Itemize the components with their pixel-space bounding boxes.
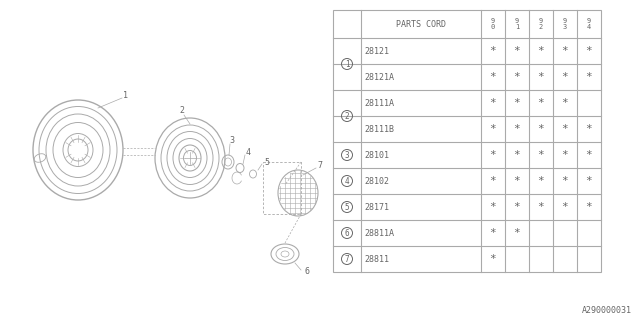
Text: *: *: [538, 202, 545, 212]
Text: *: *: [586, 150, 593, 160]
Text: 3: 3: [230, 135, 234, 145]
Text: 28101: 28101: [364, 150, 389, 159]
Text: 28811A: 28811A: [364, 228, 394, 237]
Text: 9
3: 9 3: [563, 18, 567, 30]
Text: 3: 3: [345, 150, 349, 159]
Text: 5: 5: [345, 203, 349, 212]
Text: *: *: [562, 150, 568, 160]
Text: *: *: [586, 46, 593, 56]
Text: *: *: [562, 72, 568, 82]
Text: 1: 1: [124, 91, 129, 100]
Text: *: *: [538, 72, 545, 82]
Text: 6: 6: [305, 268, 310, 276]
Text: 28811: 28811: [364, 254, 389, 263]
Text: *: *: [538, 124, 545, 134]
Text: 28111A: 28111A: [364, 99, 394, 108]
Text: *: *: [490, 98, 497, 108]
Text: *: *: [490, 124, 497, 134]
Text: 6: 6: [345, 228, 349, 237]
Text: *: *: [490, 202, 497, 212]
Text: 28121A: 28121A: [364, 73, 394, 82]
Text: *: *: [514, 228, 520, 238]
Text: *: *: [562, 202, 568, 212]
Text: *: *: [514, 202, 520, 212]
Text: 9
0: 9 0: [491, 18, 495, 30]
Bar: [263, 162, 301, 214]
Text: *: *: [514, 150, 520, 160]
Text: *: *: [538, 46, 545, 56]
Text: *: *: [562, 98, 568, 108]
Text: 9
4: 9 4: [587, 18, 591, 30]
Text: 2: 2: [179, 106, 184, 115]
Text: *: *: [514, 98, 520, 108]
Text: *: *: [490, 254, 497, 264]
Text: *: *: [490, 228, 497, 238]
Text: *: *: [514, 72, 520, 82]
Text: *: *: [490, 46, 497, 56]
Text: *: *: [490, 72, 497, 82]
Text: *: *: [586, 176, 593, 186]
Text: 7: 7: [345, 254, 349, 263]
Text: *: *: [562, 176, 568, 186]
Text: 28111B: 28111B: [364, 124, 394, 133]
Text: 28121: 28121: [364, 46, 389, 55]
Text: *: *: [538, 176, 545, 186]
Text: 5: 5: [264, 157, 269, 166]
Text: 9
1: 9 1: [515, 18, 519, 30]
Text: *: *: [562, 46, 568, 56]
Text: *: *: [586, 124, 593, 134]
Text: *: *: [490, 176, 497, 186]
Text: 2: 2: [345, 111, 349, 121]
Text: *: *: [514, 176, 520, 186]
Text: *: *: [586, 202, 593, 212]
Text: 7: 7: [317, 161, 323, 170]
Text: 28171: 28171: [364, 203, 389, 212]
Text: *: *: [538, 150, 545, 160]
Text: *: *: [562, 124, 568, 134]
Text: 9
2: 9 2: [539, 18, 543, 30]
Text: A290000031: A290000031: [582, 306, 632, 315]
Text: *: *: [514, 124, 520, 134]
Bar: [333, 10, 601, 272]
Text: 4: 4: [345, 177, 349, 186]
Text: *: *: [586, 72, 593, 82]
Text: *: *: [538, 98, 545, 108]
Text: 4: 4: [246, 148, 250, 156]
Text: 1: 1: [345, 60, 349, 68]
Text: 28102: 28102: [364, 177, 389, 186]
Text: *: *: [514, 46, 520, 56]
Text: PARTS CORD: PARTS CORD: [396, 20, 446, 28]
Text: *: *: [490, 150, 497, 160]
